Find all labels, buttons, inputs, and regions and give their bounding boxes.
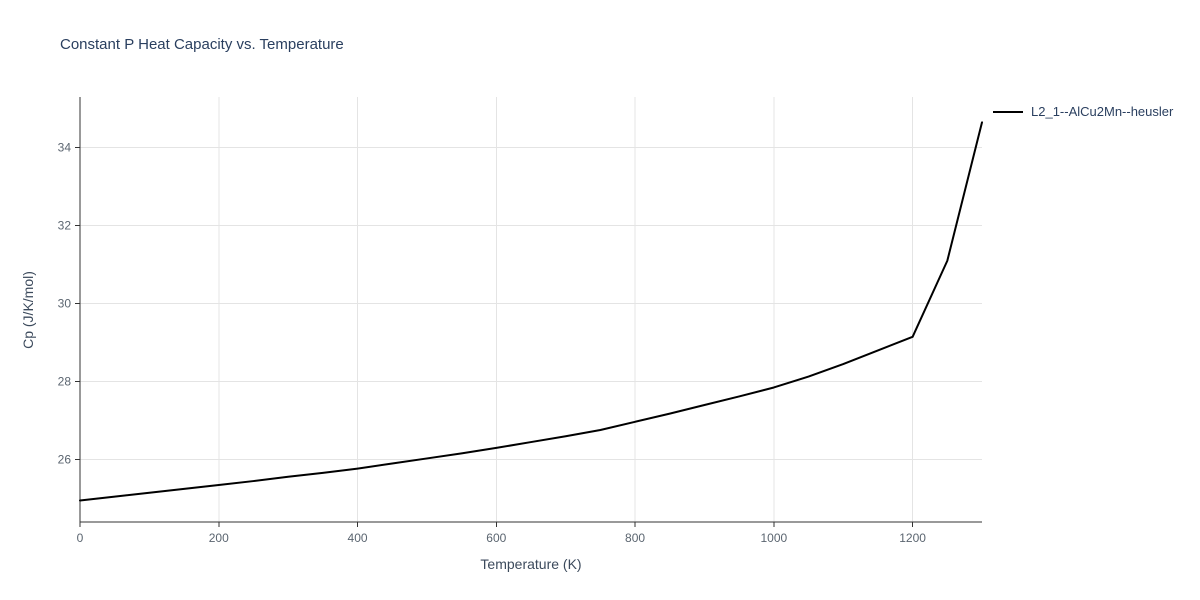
x-axis-label: Temperature (K) xyxy=(480,556,582,572)
svg-text:32: 32 xyxy=(58,219,72,233)
svg-text:200: 200 xyxy=(209,531,229,545)
svg-text:26: 26 xyxy=(58,453,72,467)
svg-text:28: 28 xyxy=(58,375,72,389)
svg-text:1200: 1200 xyxy=(899,531,926,545)
svg-text:400: 400 xyxy=(348,531,368,545)
svg-text:34: 34 xyxy=(58,141,72,155)
svg-text:800: 800 xyxy=(625,531,645,545)
svg-text:30: 30 xyxy=(58,297,72,311)
svg-text:0: 0 xyxy=(77,531,84,545)
legend-series-label[interactable]: L2_1--AlCu2Mn--heusler xyxy=(1031,104,1174,119)
legend: L2_1--AlCu2Mn--heusler xyxy=(993,104,1173,119)
legend-line-sample-icon xyxy=(993,110,1023,113)
y-axis-label: Cp (J/K/mol) xyxy=(20,271,36,349)
svg-text:600: 600 xyxy=(486,531,506,545)
chart-title: Constant P Heat Capacity vs. Temperature xyxy=(60,36,344,53)
svg-text:1000: 1000 xyxy=(760,531,787,545)
